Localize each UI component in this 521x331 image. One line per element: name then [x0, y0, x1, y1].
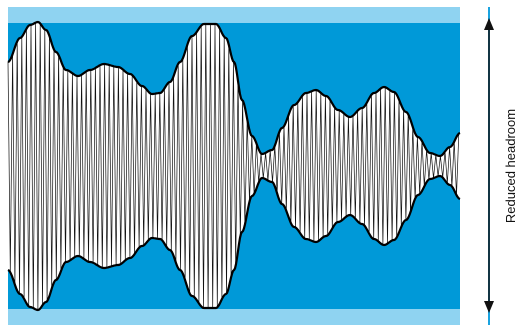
envelope-upper-curve	[7, 20, 461, 158]
reduced-headroom-label: Reduced headroom	[503, 109, 518, 223]
arrow-down-icon	[484, 301, 494, 313]
margin-band-top	[8, 7, 460, 23]
arrow-up-icon	[484, 18, 494, 30]
margin-band-bottom	[8, 309, 460, 325]
envelope-lower-curve	[7, 174, 461, 312]
waveform	[7, 20, 461, 312]
